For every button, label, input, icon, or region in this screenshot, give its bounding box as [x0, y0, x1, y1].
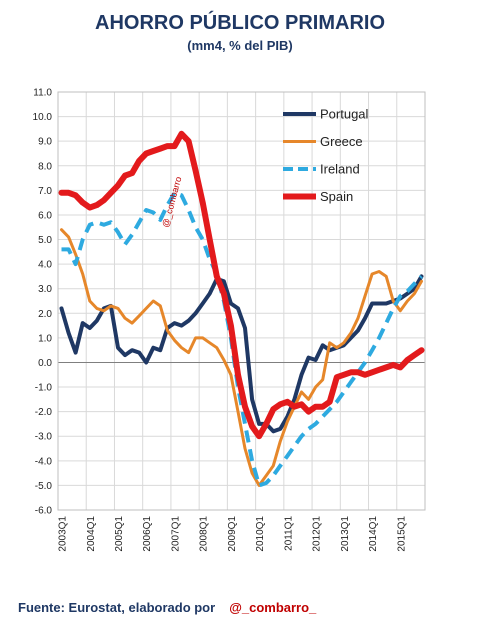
x-tick-label: 2011Q1 [283, 516, 294, 551]
chart-title: AHORRO PÚBLICO PRIMARIO [95, 12, 385, 34]
legend: Portugal Greece Ireland Spain [283, 107, 369, 204]
x-tick-label: 2004Q1 [86, 516, 97, 552]
y-tick-label: -2.0 [35, 407, 53, 418]
x-axis: 2003Q1 2004Q1 2005Q1 2006Q1 2007Q1 2008Q1 2009… [58, 516, 408, 552]
source-note: Fuente: Eurostat, elaborado por @_combarr… [18, 600, 316, 615]
y-tick-label: -6.0 [35, 506, 53, 517]
x-tick-label: 2005Q1 [114, 516, 125, 552]
y-tick-label: -5.0 [35, 481, 53, 492]
y-tick-label: 1.0 [38, 333, 52, 344]
y-tick-label: 5.0 [38, 235, 52, 246]
y-tick-label: -4.0 [35, 456, 53, 467]
series-line-spain [58, 130, 425, 440]
x-tick-label: 2012Q1 [312, 516, 323, 552]
x-tick-label: 2009Q1 [227, 516, 238, 552]
y-tick-label: 10.0 [33, 112, 53, 123]
y-tick-label: 9.0 [38, 137, 52, 148]
x-tick-label: 2015Q1 [396, 516, 407, 552]
x-tick-label: 2013Q1 [340, 516, 351, 552]
plot-border [57, 91, 426, 511]
x-tick-label: 2003Q1 [58, 516, 69, 552]
y-tick-label: -1.0 [35, 383, 53, 394]
grid-lines [57, 91, 426, 511]
y-axis: 11.0 10.0 9.0 8.0 7.0 6.0 5.0 4.0 3.0 2.0 1.0 0.0 -1… [33, 88, 53, 517]
x-tick-label: 2008Q1 [199, 516, 210, 552]
x-tick-label: 2014Q1 [368, 516, 379, 552]
source-text: Fuente: Eurostat, elaborado por [18, 600, 216, 615]
x-tick-label: 2007Q1 [170, 516, 181, 552]
legend-label-greece: Greece [320, 134, 363, 149]
y-tick-label: 11.0 [33, 88, 52, 99]
y-tick-label: 6.0 [38, 210, 52, 221]
series-lines [58, 130, 425, 488]
chart-subtitle: (mm4, % del PIB) [187, 38, 293, 53]
y-tick-label: -3.0 [35, 432, 53, 443]
legend-label-spain: Spain [320, 189, 353, 204]
series-line-ireland [61, 190, 423, 488]
y-tick-label: 4.0 [38, 260, 52, 271]
series-line-greece [60, 228, 423, 487]
x-tick-label: 2006Q1 [142, 516, 153, 552]
source-handle: @_combarro_ [229, 600, 317, 615]
y-tick-label: 2.0 [38, 309, 52, 320]
y-tick-label: 8.0 [38, 161, 52, 172]
y-tick-label: 3.0 [38, 284, 52, 295]
x-tick-label: 2010Q1 [255, 516, 266, 552]
y-tick-label: 0.0 [38, 358, 52, 369]
legend-label-ireland: Ireland [320, 162, 360, 177]
line-chart: 2003Q1 2004Q1 2005Q1 2006Q1 2007Q1 2008Q1 2009… [33, 88, 426, 552]
watermark-text: @_combarro [160, 176, 183, 229]
legend-label-portugal: Portugal [320, 107, 369, 122]
series-line-portugal [59, 274, 424, 434]
y-tick-label: 7.0 [38, 186, 52, 197]
